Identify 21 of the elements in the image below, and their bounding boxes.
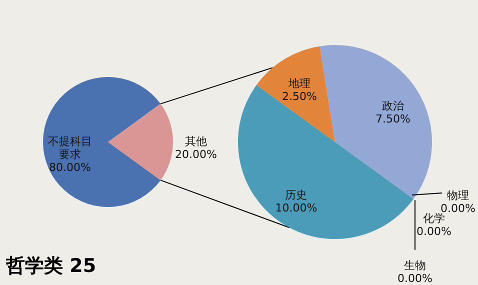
pie-slice [108, 104, 173, 180]
category-label: 化学 [423, 212, 445, 225]
data-label: 2.50% [282, 90, 317, 104]
text: 0.00% [440, 202, 476, 215]
slice-label: 不提科目要求 [48, 135, 92, 161]
text: 0.00% [416, 225, 452, 238]
pie-slice [256, 46, 335, 142]
slice-label: 历史 [285, 188, 308, 202]
category-label: 生物 [404, 259, 426, 272]
legend-label: 物理 [447, 189, 469, 202]
text: 哲学类 25 [5, 255, 96, 277]
slice-label: 其他 [185, 135, 207, 148]
data-label: 20.00% [175, 148, 217, 161]
pie-slice [320, 45, 432, 200]
data-label: 10.00% [275, 201, 318, 214]
text: 0.00% [398, 272, 432, 285]
slice-label: 地理 [287, 77, 310, 90]
data-label: 7.50% [376, 112, 410, 126]
pie-slice [43, 77, 161, 207]
slice-label: 政治 [382, 99, 404, 112]
data-label: 80.00% [49, 161, 91, 174]
